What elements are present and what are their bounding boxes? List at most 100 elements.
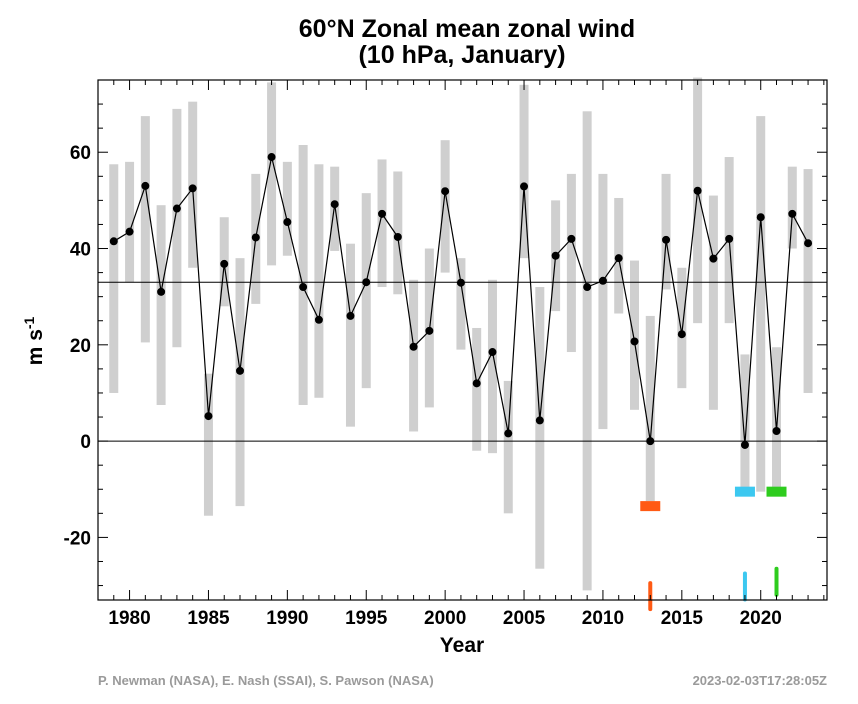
range-bar-2010: [598, 173, 608, 430]
data-point-2009: [583, 283, 592, 292]
range-bar-2008: [566, 173, 576, 353]
x-tick-label-2010: 2010: [582, 608, 624, 629]
data-point-2014: [662, 235, 671, 244]
range-bar-1987: [235, 258, 245, 507]
x-tick-label-2020: 2020: [740, 608, 782, 629]
range-bar-2017: [708, 195, 718, 410]
range-bar-1993: [330, 166, 340, 251]
range-bar-1983: [172, 108, 182, 348]
y-tick-label-40: 40: [70, 240, 91, 261]
plot-area: 1980 1985 1990 1995 2000 2005 2010 2015 2020 -20 0…: [64, 77, 828, 629]
range-bar-2021: [772, 347, 782, 492]
data-point-1983: [172, 204, 181, 213]
range-bar-1997: [393, 171, 403, 295]
data-point-2013: [646, 437, 655, 446]
y-tick-label--20: -20: [64, 528, 91, 549]
range-bar-1992: [314, 164, 324, 398]
data-point-2015: [677, 330, 686, 339]
colored-mark-2021: [766, 486, 787, 497]
range-bar-2013: [645, 315, 655, 502]
range-bar-1990: [282, 161, 292, 256]
data-point-1987: [236, 366, 245, 375]
data-point-2011: [614, 254, 623, 263]
data-point-2002: [472, 379, 481, 388]
data-point-2006: [535, 416, 544, 425]
data-point-1980: [125, 227, 134, 236]
range-bar-2020: [756, 116, 766, 492]
data-point-1994: [346, 311, 355, 320]
chart-subtitle: (10 hPa, January): [358, 41, 565, 69]
range-bar-1996: [377, 159, 387, 288]
data-point-2020: [756, 213, 765, 222]
x-tick-label-1980: 1980: [108, 608, 150, 629]
range-bar-2009: [582, 111, 592, 591]
range-bar-2006: [535, 287, 545, 569]
data-point-1995: [362, 278, 371, 287]
y-axis-exponent: -1: [21, 316, 37, 329]
range-bar-1982: [156, 205, 166, 405]
data-point-1992: [314, 315, 323, 324]
data-point-1998: [409, 342, 418, 351]
data-point-1981: [141, 181, 150, 190]
data-point-2022: [788, 209, 797, 218]
range-bar-2002: [472, 327, 482, 451]
data-point-2005: [520, 182, 529, 191]
data-point-1986: [220, 259, 229, 268]
credit-timestamp: 2023-02-03T17:28:05Z: [693, 673, 827, 688]
plot-frame: [97, 79, 828, 601]
range-bar-1979: [109, 164, 119, 393]
data-point-2010: [598, 276, 607, 285]
range-bar-2003: [487, 279, 497, 454]
data-point-1982: [157, 287, 166, 296]
x-tick-label-2015: 2015: [661, 608, 704, 629]
range-bar-2004: [503, 380, 513, 514]
data-point-1991: [299, 283, 308, 292]
range-bar-1991: [298, 145, 308, 405]
y-axis-label: m s-1: [21, 316, 47, 365]
credit-authors: P. Newman (NASA), E. Nash (SSAI), S. Paw…: [98, 673, 434, 688]
data-point-2003: [488, 348, 497, 357]
data-point-2001: [456, 278, 465, 287]
data-point-2018: [725, 234, 734, 243]
x-axis-label: Year: [440, 634, 484, 657]
data-point-1996: [378, 209, 387, 218]
y-tick-label-0: 0: [80, 432, 91, 453]
data-point-1979: [109, 237, 118, 246]
x-tick-label-1985: 1985: [187, 608, 230, 629]
y-tick-label-20: 20: [70, 336, 91, 357]
range-bar-1994: [345, 243, 355, 427]
range-bar-1995: [361, 193, 371, 389]
x-tick-label-2000: 2000: [424, 608, 466, 629]
y-tick-label-60: 60: [70, 143, 91, 164]
x-tick-label-1995: 1995: [345, 608, 388, 629]
data-point-1993: [330, 200, 339, 209]
range-bar-1985: [203, 373, 213, 516]
data-point-1984: [188, 184, 197, 193]
data-point-2012: [630, 337, 639, 346]
chart-title: 60°N Zonal mean zonal wind: [299, 15, 635, 43]
data-point-2023: [804, 239, 813, 248]
colored-stroke-2021: [774, 566, 779, 597]
range-bar-1989: [267, 82, 277, 266]
data-point-2007: [551, 251, 560, 260]
range-bar-2016: [693, 77, 703, 324]
range-bar-2019: [740, 354, 750, 490]
data-point-1990: [283, 218, 292, 227]
data-point-1999: [425, 326, 434, 335]
range-bar-2014: [661, 173, 671, 290]
range-bar-1998: [409, 279, 419, 432]
range-bar-2000: [440, 140, 450, 273]
data-point-1989: [267, 153, 276, 162]
data-point-2016: [693, 186, 702, 195]
data-point-2008: [567, 234, 576, 243]
data-point-2004: [504, 429, 513, 438]
data-point-1997: [393, 232, 402, 241]
data-point-1985: [204, 412, 213, 421]
y-axis-unit: m s: [24, 329, 47, 365]
range-bar-2022: [787, 166, 797, 249]
range-bar-2012: [629, 260, 639, 410]
data-point-1988: [251, 233, 260, 242]
range-bar-1980: [125, 161, 135, 283]
data-point-2000: [441, 187, 450, 196]
